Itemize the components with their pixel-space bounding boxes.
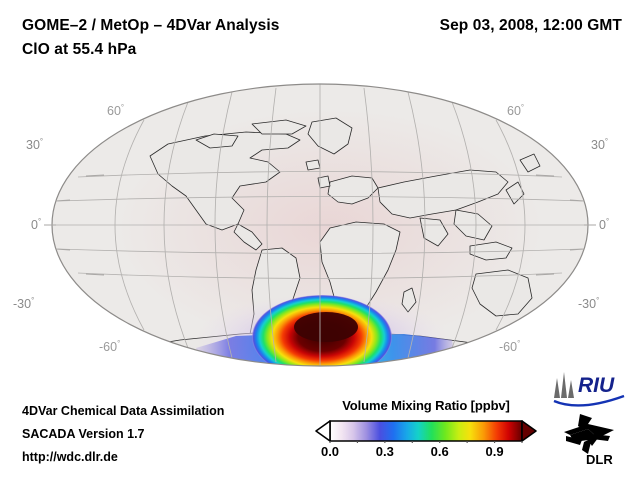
colorbar-tick-label: 0.3 <box>375 444 394 459</box>
colorbar-min-arrow <box>315 420 331 442</box>
mollweide-map <box>44 83 596 367</box>
colorbar-tick-label: 0.9 <box>485 444 504 459</box>
page-title: GOME–2 / MetOp – 4DVar Analysis <box>22 17 280 34</box>
lat-label-left-0: 0° <box>31 216 42 232</box>
lat-label-left-30s: -30° <box>13 295 35 311</box>
header-date: Sep 03, 2008, 12:00 GMT <box>439 17 622 34</box>
clo-plume-peak <box>294 312 358 342</box>
colorbar-swatch <box>315 420 537 443</box>
page-subtitle: ClO at 55.4 hPa <box>22 41 137 58</box>
map-panel: 30° 0° -30° 30° 0° -30° 60° 60° -60° -60… <box>0 78 640 383</box>
colorbar-tick-labels: 0.0 0.3 0.6 0.9 <box>312 444 540 462</box>
colorbar-ticks <box>329 441 523 443</box>
lat-label-right-30n: 30° <box>591 136 609 152</box>
logo-group: RIU DLR <box>544 368 634 472</box>
latitude-ticks <box>44 174 596 276</box>
dlr-logo: DLR <box>564 414 614 467</box>
lat-label-inner-60s-left: -60° <box>99 338 121 354</box>
riu-logo-text: RIU <box>578 374 615 397</box>
lat-label-left-30n: 30° <box>26 136 44 152</box>
lat-label-inner-60n-left: 60° <box>107 102 125 118</box>
footer-line-2: SACADA Version 1.7 <box>22 427 145 441</box>
footer-line-1: 4DVar Chemical Data Assimilation <box>22 404 225 418</box>
colorbar-title: Volume Mixing Ratio [ppbv] <box>342 398 510 413</box>
lat-label-inner-60n-right: 60° <box>507 102 525 118</box>
colorbar-tick-label: 0.6 <box>430 444 449 459</box>
footer-url[interactable]: http://wdc.dlr.de <box>22 450 118 464</box>
graticule <box>52 84 588 366</box>
colorbar-tick-label: 0.0 <box>320 444 340 459</box>
riu-logo: RIU <box>553 372 625 407</box>
lat-label-right-30s: -30° <box>578 295 600 311</box>
colorbar: Volume Mixing Ratio [ppbv] 0.0 0.3 0.6 0.9 <box>312 398 540 462</box>
dlr-logo-text: DLR <box>586 452 613 467</box>
colorbar-max-arrow <box>521 420 537 442</box>
footer-credits: 4DVar Chemical Data Assimilation SACADA … <box>22 400 224 469</box>
lat-label-inner-60s-right: -60° <box>499 338 521 354</box>
lat-label-right-0: 0° <box>599 216 610 232</box>
